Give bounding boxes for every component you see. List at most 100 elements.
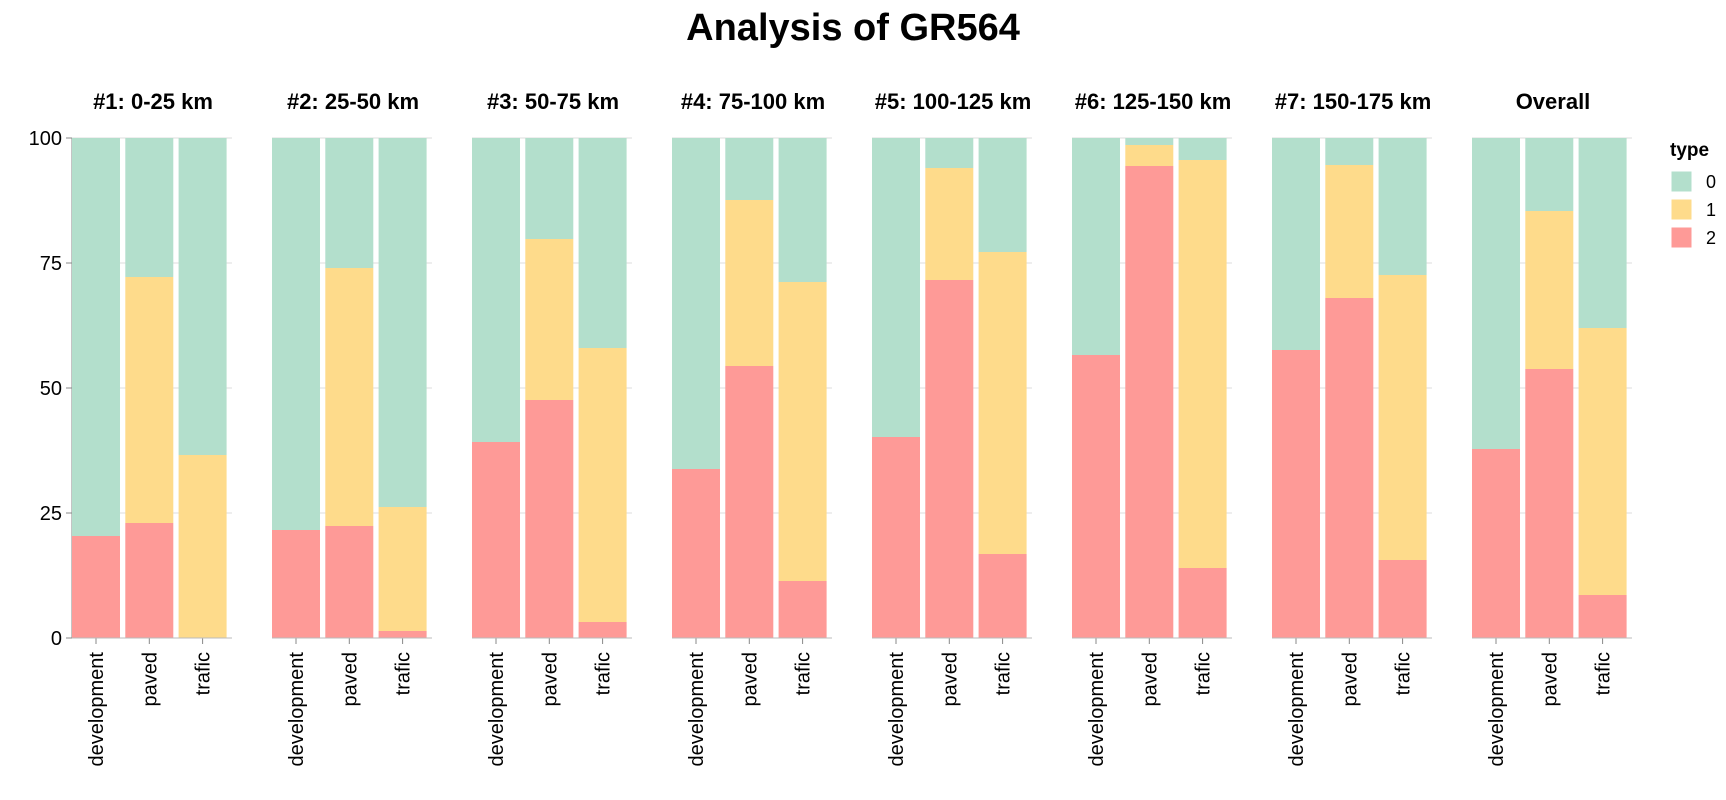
x-tick-label: paved [1539, 652, 1561, 707]
facet-panel: #4: 75-100 km development paved trafic [672, 89, 832, 767]
bar-segment-paved-type-2 [725, 366, 774, 638]
bar-segment-development-type-0 [872, 138, 920, 437]
bar-segment-development-type-2 [1472, 449, 1520, 638]
x-tick-label: development [486, 652, 508, 767]
bar-segment-paved-type-2 [1125, 166, 1174, 638]
bar-segment-traffic-type-0 [1378, 138, 1427, 275]
bar-segment-traffic-type-1 [178, 455, 227, 638]
x-tick-label: trafic [593, 652, 615, 695]
bar-segment-development-type-2 [72, 536, 120, 638]
bar-segment-paved-type-1 [125, 277, 174, 523]
bar-segment-traffic-type-0 [978, 138, 1027, 252]
bar-segment-traffic-type-1 [778, 282, 827, 581]
bar-segment-traffic-type-2 [1178, 568, 1227, 638]
bar-segment-development-type-2 [272, 530, 320, 638]
bar-segment-traffic-type-1 [978, 252, 1027, 554]
facet-panel: #6: 125-150 km development paved trafic [1072, 89, 1232, 767]
bar-segment-development-type-0 [1072, 138, 1120, 355]
bar-segment-traffic-type-2 [778, 581, 827, 638]
bar-segment-traffic-type-1 [578, 348, 627, 622]
bar-segment-development-type-0 [1272, 138, 1320, 350]
x-tick-label: development [1286, 652, 1308, 767]
bar-segment-traffic-type-2 [978, 554, 1027, 638]
bar-segment-development-type-0 [672, 138, 720, 469]
legend-swatch-1 [1671, 199, 1692, 220]
x-tick-label: paved [139, 652, 161, 707]
bar-segment-development-type-2 [1272, 350, 1320, 638]
bar-segment-traffic-type-1 [1178, 160, 1227, 568]
bar-segment-paved-type-0 [1125, 138, 1174, 145]
bar-segment-paved-type-1 [325, 268, 374, 526]
bar-segment-traffic-type-0 [378, 138, 427, 507]
bar-segment-paved-type-1 [1325, 165, 1374, 298]
bar-segment-traffic-type-0 [578, 138, 627, 348]
bar-segment-development-type-0 [272, 138, 320, 530]
x-tick-label: paved [1339, 652, 1361, 707]
x-tick-label: trafic [1393, 652, 1415, 695]
facet-panel: #1: 0-25 km development paved trafic [72, 89, 232, 767]
x-tick-label: trafic [393, 652, 415, 695]
legend-label-0: 0 [1706, 172, 1716, 192]
bar-segment-traffic-type-2 [578, 622, 627, 638]
y-axis: 0 25 50 75 100 [29, 128, 73, 650]
bar-segment-development-type-2 [472, 442, 520, 638]
bar-segment-paved-type-2 [1325, 298, 1374, 638]
bar-segment-traffic-type-1 [1378, 275, 1427, 560]
facet-title: Overall [1516, 89, 1591, 114]
facet-title: #7: 150-175 km [1275, 89, 1432, 114]
legend-title: type [1670, 140, 1709, 161]
facet-title: #6: 125-150 km [1075, 89, 1232, 114]
x-tick-label: trafic [1593, 652, 1615, 695]
bar-segment-paved-type-0 [1525, 138, 1574, 211]
bar-segment-traffic-type-2 [1378, 560, 1427, 638]
bar-segment-paved-type-2 [525, 400, 574, 638]
x-tick-label: development [886, 652, 908, 767]
x-tick-label: paved [339, 652, 361, 707]
chart-title: Analysis of GR564 [686, 7, 1020, 49]
bar-segment-development-type-2 [872, 437, 920, 638]
bar-segment-development-type-2 [1072, 355, 1120, 638]
bar-segment-paved-type-1 [925, 168, 974, 280]
legend-label-1: 1 [1706, 200, 1716, 220]
bar-segment-traffic-type-0 [1578, 138, 1627, 328]
bar-segment-traffic-type-0 [1178, 138, 1227, 160]
bar-segment-paved-type-1 [1525, 211, 1574, 369]
bar-segment-paved-type-0 [125, 138, 174, 277]
y-tick-label: 50 [40, 378, 62, 400]
bar-segment-development-type-0 [72, 138, 120, 536]
bar-segment-traffic-type-0 [178, 138, 227, 455]
legend: type 0 1 2 [1670, 140, 1716, 248]
bar-segment-paved-type-0 [1325, 138, 1374, 165]
facet-title: #4: 75-100 km [681, 89, 825, 114]
facet-panel: #5: 100-125 km development paved trafic [872, 89, 1032, 767]
x-tick-label: development [1486, 652, 1508, 767]
bar-segment-traffic-type-0 [778, 138, 827, 282]
facet-title: #2: 25-50 km [287, 89, 419, 114]
legend-swatch-2 [1671, 227, 1692, 248]
x-tick-label: development [86, 652, 108, 767]
y-tick-label: 25 [40, 503, 62, 525]
facet-panel: #3: 50-75 km development paved trafic [472, 89, 632, 767]
bar-segment-traffic-type-1 [1578, 328, 1627, 595]
bar-segment-development-type-2 [672, 469, 720, 638]
x-tick-label: trafic [193, 652, 215, 695]
x-tick-label: paved [739, 652, 761, 707]
facet-title: #1: 0-25 km [93, 89, 213, 114]
x-tick-label: paved [1139, 652, 1161, 707]
bar-segment-development-type-0 [1472, 138, 1520, 449]
bar-segment-traffic-type-2 [378, 631, 427, 638]
y-tick-label: 100 [29, 128, 62, 150]
x-tick-label: paved [939, 652, 961, 707]
y-tick-label: 75 [40, 253, 62, 275]
facet-title: #5: 100-125 km [875, 89, 1032, 114]
facet-panel: #7: 150-175 km development paved trafic [1272, 89, 1432, 767]
facet-panel: #2: 25-50 km development paved trafic [272, 89, 432, 767]
bar-segment-paved-type-2 [325, 526, 374, 638]
legend-swatch-0 [1671, 171, 1692, 192]
legend-label-2: 2 [1706, 228, 1716, 248]
plot-area: 0 25 50 75 100 #1: 0-25 km development paved tra… [29, 89, 1632, 767]
bar-segment-paved-type-0 [725, 138, 774, 200]
bar-segment-paved-type-2 [925, 280, 974, 638]
x-tick-label: development [686, 652, 708, 767]
